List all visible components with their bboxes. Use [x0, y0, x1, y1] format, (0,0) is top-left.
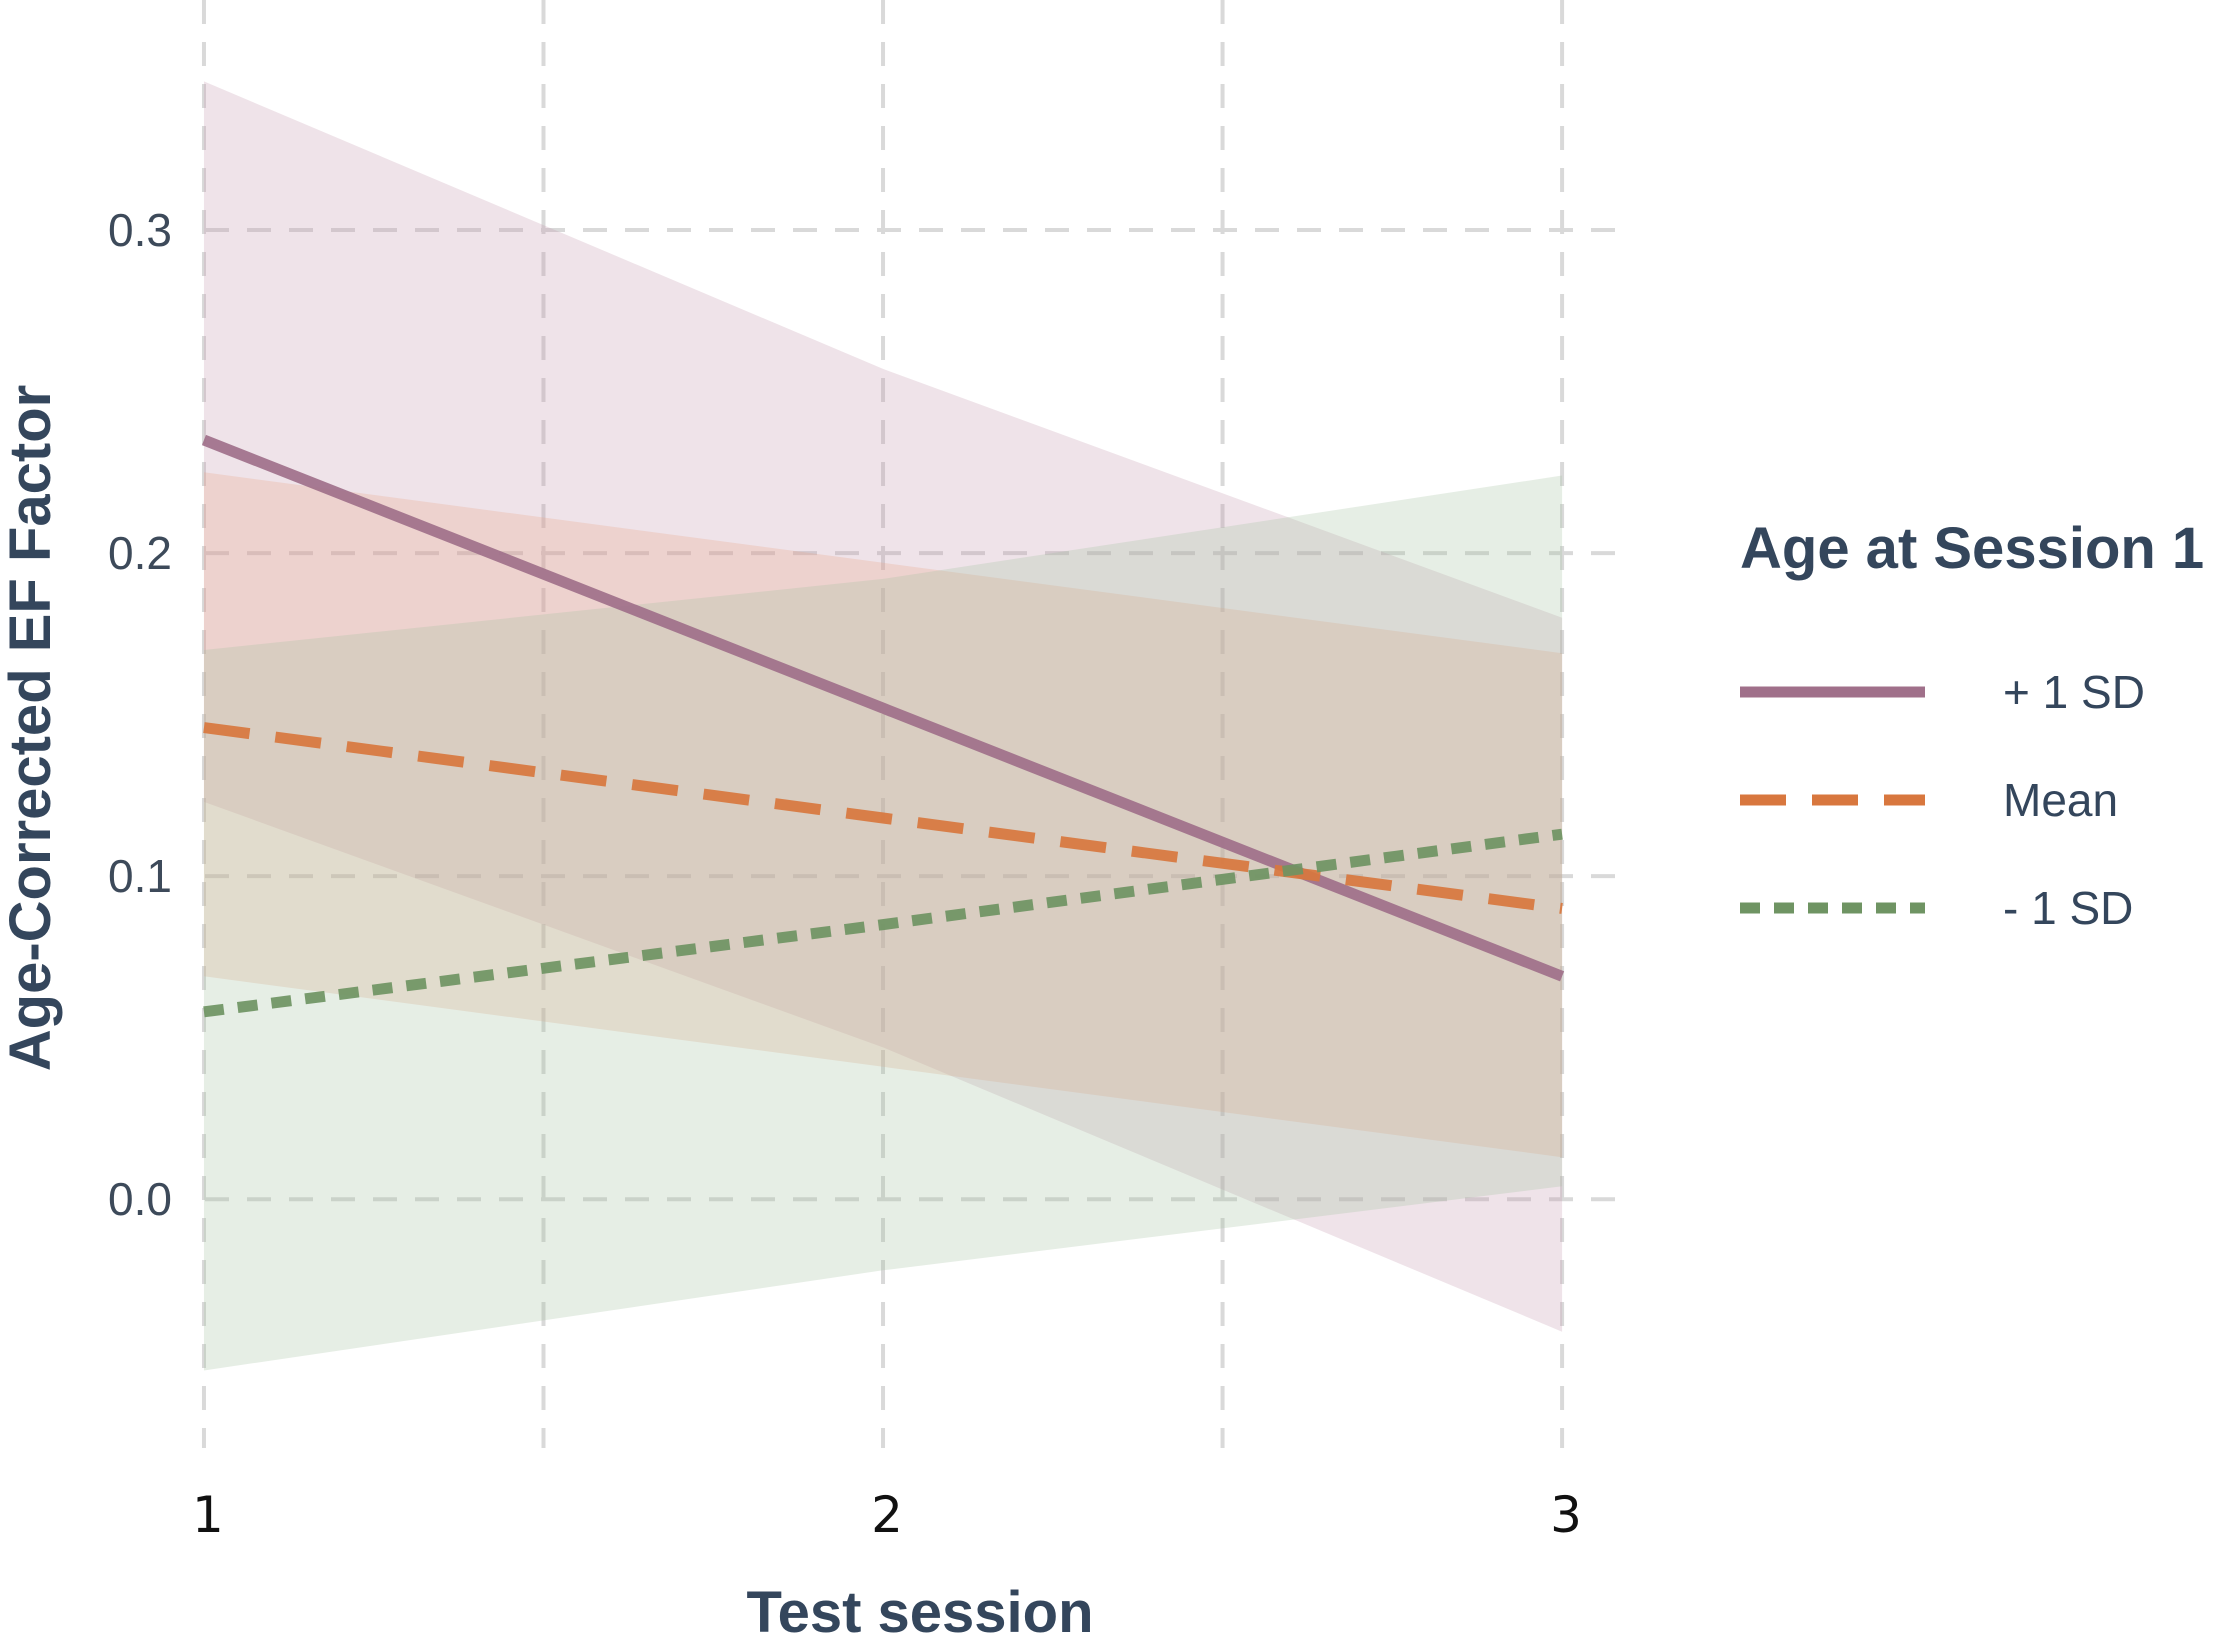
- y-axis-ticks: 0.0 0.1 0.2 0.3: [108, 204, 172, 1225]
- y-tick-label: 0.3: [108, 204, 172, 256]
- legend-label-1-sd: + 1 SD: [2003, 666, 2145, 718]
- x-axis-title: Test session: [746, 1580, 1093, 1644]
- grid: [201, 0, 1630, 1448]
- series-lines: [201, 434, 1565, 1018]
- y-tick-label: 0.0: [108, 1173, 172, 1225]
- x-tick-label: 2: [871, 1486, 903, 1544]
- y-tick-label: 0.2: [108, 527, 172, 579]
- legend-label-1-sd: - 1 SD: [2003, 882, 2133, 934]
- x-tick-label: 3: [1550, 1486, 1582, 1544]
- y-tick-label: 0.1: [108, 850, 172, 902]
- y-axis-title: Age-Corrected EF Factor: [0, 385, 63, 1071]
- series-line-mean: [203, 722, 1563, 914]
- series-line-1-sd: [201, 434, 1565, 982]
- x-tick-label: 1: [192, 1486, 224, 1544]
- legend: Age at Session 1 + 1 SD Mean - 1 SD: [1740, 516, 2204, 934]
- legend-items: + 1 SD Mean - 1 SD: [1740, 666, 2145, 934]
- x-axis-ticks: 1 2 3: [192, 1486, 1582, 1544]
- series-line-1-sd: [203, 828, 1563, 1018]
- legend-label-mean: Mean: [2003, 774, 2118, 826]
- legend-title: Age at Session 1: [1740, 516, 2204, 581]
